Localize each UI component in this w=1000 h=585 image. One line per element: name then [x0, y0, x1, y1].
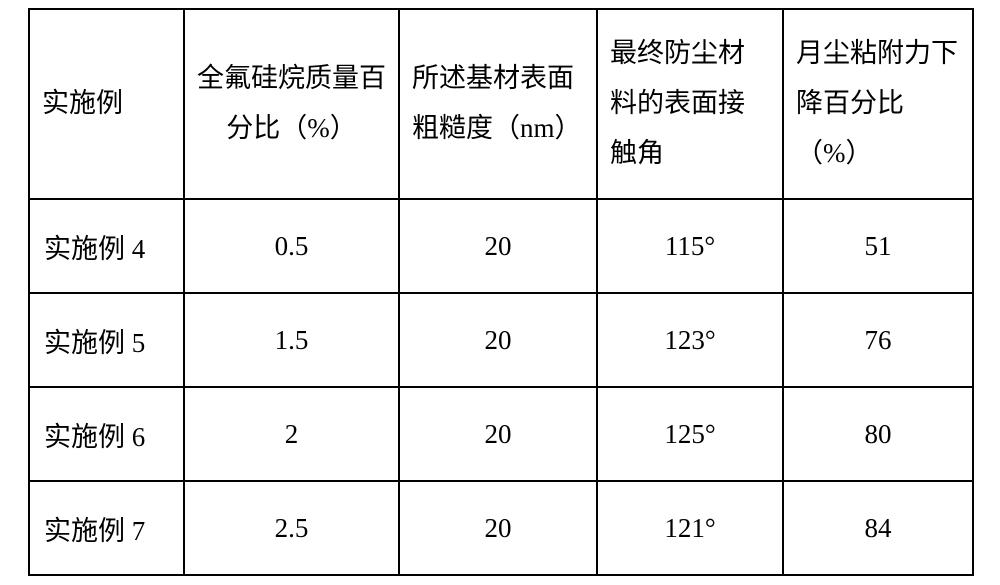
- cell-example-label: 实施例 5: [29, 293, 184, 387]
- table-row: 实施例 4 0.5 20 115° 51: [29, 199, 973, 293]
- table-row: 实施例 6 2 20 125° 80: [29, 387, 973, 481]
- cell-roughness: 20: [399, 293, 597, 387]
- cell-adhesion-drop: 84: [783, 481, 973, 575]
- cell-example-label: 实施例 4: [29, 199, 184, 293]
- page: 实施例 全氟硅烷质量百分比（%） 所述基材表面粗糙度（nm） 最终防尘材料的表面…: [0, 0, 1000, 585]
- cell-roughness: 20: [399, 199, 597, 293]
- table-header-row: 实施例 全氟硅烷质量百分比（%） 所述基材表面粗糙度（nm） 最终防尘材料的表面…: [29, 9, 973, 199]
- cell-contact-angle: 115°: [597, 199, 783, 293]
- cell-example-label: 实施例 7: [29, 481, 184, 575]
- col-header-mass-pct: 全氟硅烷质量百分比（%）: [184, 9, 399, 199]
- cell-mass-pct: 0.5: [184, 199, 399, 293]
- cell-adhesion-drop: 76: [783, 293, 973, 387]
- cell-contact-angle: 123°: [597, 293, 783, 387]
- cell-roughness: 20: [399, 481, 597, 575]
- table-row: 实施例 7 2.5 20 121° 84: [29, 481, 973, 575]
- cell-roughness: 20: [399, 387, 597, 481]
- cell-mass-pct: 1.5: [184, 293, 399, 387]
- cell-mass-pct: 2: [184, 387, 399, 481]
- cell-mass-pct: 2.5: [184, 481, 399, 575]
- col-header-adhesion-drop: 月尘粘附力下降百分比（%）: [783, 9, 973, 199]
- table-row: 实施例 5 1.5 20 123° 76: [29, 293, 973, 387]
- cell-example-label: 实施例 6: [29, 387, 184, 481]
- cell-contact-angle: 121°: [597, 481, 783, 575]
- col-header-roughness: 所述基材表面粗糙度（nm）: [399, 9, 597, 199]
- col-header-contact-angle: 最终防尘材料的表面接触角: [597, 9, 783, 199]
- col-header-example: 实施例: [29, 9, 184, 199]
- cell-adhesion-drop: 80: [783, 387, 973, 481]
- cell-contact-angle: 125°: [597, 387, 783, 481]
- data-table: 实施例 全氟硅烷质量百分比（%） 所述基材表面粗糙度（nm） 最终防尘材料的表面…: [28, 8, 974, 576]
- cell-adhesion-drop: 51: [783, 199, 973, 293]
